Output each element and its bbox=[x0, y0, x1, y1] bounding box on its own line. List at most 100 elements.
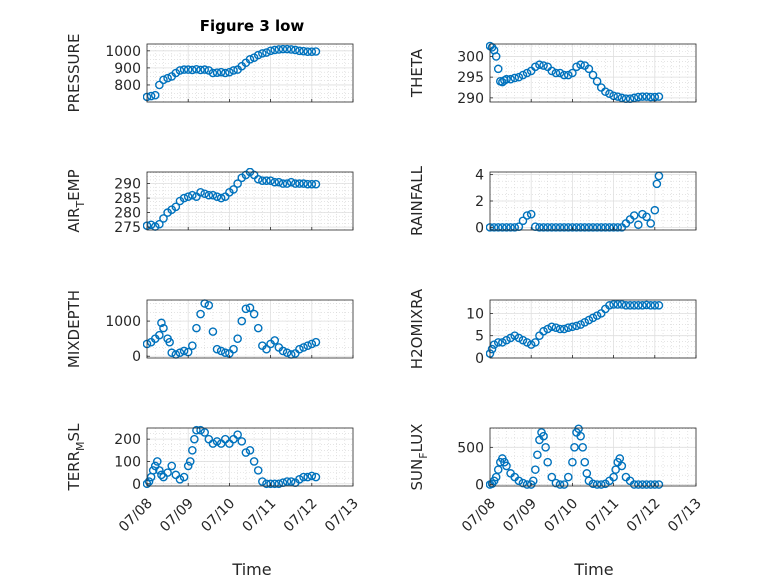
data-point bbox=[204, 300, 214, 310]
data-point bbox=[183, 461, 193, 471]
data-point bbox=[605, 223, 614, 232]
data-point bbox=[303, 472, 312, 482]
data-point bbox=[262, 479, 271, 489]
x-axis-label-left: Time bbox=[231, 560, 271, 579]
data-point bbox=[262, 48, 271, 57]
data-point bbox=[179, 65, 189, 74]
data-point bbox=[241, 304, 251, 314]
data-point bbox=[303, 341, 312, 350]
data-point bbox=[638, 301, 647, 310]
y-tick-label: 2 bbox=[475, 194, 484, 210]
data-series bbox=[143, 425, 321, 489]
data-point bbox=[179, 472, 189, 482]
data-point bbox=[568, 322, 577, 332]
y-axis-label: H2OMIXRA bbox=[408, 288, 426, 369]
data-point bbox=[539, 223, 548, 232]
data-point bbox=[514, 72, 524, 82]
data-point bbox=[650, 205, 660, 215]
data-point bbox=[493, 64, 503, 74]
data-point bbox=[576, 431, 585, 441]
data-point bbox=[270, 479, 280, 489]
data-point bbox=[188, 341, 197, 350]
data-point bbox=[200, 65, 209, 74]
data-point bbox=[307, 471, 317, 481]
data-point bbox=[510, 331, 520, 340]
data-point bbox=[237, 437, 247, 446]
data-point bbox=[522, 338, 532, 347]
data-point bbox=[270, 177, 280, 187]
data-point bbox=[555, 480, 565, 489]
y-axis-label-main: RAINFALL bbox=[408, 165, 426, 236]
data-point bbox=[625, 301, 635, 310]
data-point bbox=[533, 450, 542, 460]
data-point bbox=[159, 75, 168, 85]
y-tick-label: 0 bbox=[132, 477, 141, 493]
data-point bbox=[613, 92, 623, 101]
data-point bbox=[650, 480, 660, 489]
y-axis-label: TERRMSL bbox=[65, 423, 87, 492]
data-point bbox=[576, 223, 585, 232]
data-point bbox=[253, 50, 263, 60]
y-tick-label: 0 bbox=[475, 478, 484, 494]
data-point bbox=[311, 47, 321, 56]
y-tick-label: 1000 bbox=[105, 314, 141, 330]
data-point bbox=[531, 62, 540, 72]
data-point bbox=[270, 336, 280, 345]
data-point bbox=[592, 76, 602, 86]
data-point bbox=[249, 457, 259, 466]
data-point bbox=[216, 193, 226, 203]
axes-box bbox=[489, 43, 697, 103]
data-point bbox=[563, 223, 573, 232]
plot-area bbox=[490, 300, 696, 358]
data-point bbox=[615, 454, 625, 463]
data-point bbox=[155, 80, 164, 90]
data-point bbox=[551, 68, 561, 78]
data-point bbox=[551, 223, 561, 232]
data-point bbox=[299, 343, 308, 352]
data-point bbox=[531, 338, 540, 347]
data-point bbox=[547, 472, 557, 482]
data-point bbox=[629, 480, 639, 489]
data-point bbox=[258, 49, 267, 58]
data-point bbox=[311, 472, 321, 482]
data-point bbox=[551, 323, 561, 332]
data-point bbox=[609, 300, 618, 309]
data-point bbox=[229, 66, 238, 75]
data-point bbox=[270, 45, 280, 55]
data-point bbox=[609, 223, 618, 232]
y-axis-label-subscript: F bbox=[417, 452, 430, 458]
data-point bbox=[576, 320, 585, 329]
y-tick-label: 0 bbox=[132, 349, 141, 365]
data-point bbox=[299, 46, 308, 56]
data-point bbox=[146, 91, 156, 101]
data-point bbox=[559, 70, 569, 80]
y-tick-label: 280 bbox=[114, 206, 141, 222]
data-series bbox=[143, 44, 321, 102]
data-point bbox=[605, 89, 614, 99]
data-point bbox=[526, 340, 536, 349]
data-point bbox=[580, 457, 590, 467]
data-point bbox=[491, 472, 501, 482]
y-axis-label-suffix: LUX bbox=[408, 424, 426, 453]
data-point bbox=[245, 303, 255, 313]
data-point bbox=[531, 465, 540, 474]
data-point bbox=[278, 179, 288, 188]
data-point bbox=[179, 346, 189, 356]
data-point bbox=[303, 47, 312, 56]
data-point bbox=[568, 457, 577, 467]
data-point bbox=[506, 74, 515, 84]
data-point bbox=[611, 465, 620, 474]
data-point bbox=[582, 469, 592, 478]
data-point bbox=[634, 92, 643, 102]
y-tick-label: 0 bbox=[475, 220, 484, 236]
y-tick-label: 4 bbox=[475, 168, 484, 184]
data-point bbox=[613, 300, 623, 309]
axes-box bbox=[146, 43, 354, 103]
data-point bbox=[237, 316, 247, 326]
data-point bbox=[592, 480, 602, 489]
data-point bbox=[216, 67, 226, 77]
data-point bbox=[295, 179, 304, 188]
data-point bbox=[629, 93, 639, 103]
y-tick-label: 290 bbox=[114, 177, 141, 193]
data-point bbox=[253, 466, 263, 475]
